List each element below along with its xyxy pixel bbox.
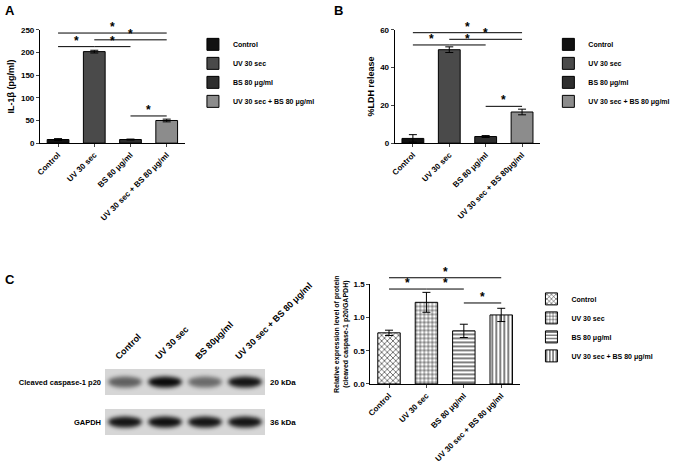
- svg-text:B: B: [334, 3, 343, 18]
- svg-text:Control: Control: [571, 296, 596, 303]
- svg-text:0.5: 0.5: [354, 347, 366, 356]
- svg-text:UV 30 sec: UV 30 sec: [420, 150, 453, 183]
- svg-text:BS 80 μg/ml: BS 80 μg/ml: [233, 79, 273, 87]
- svg-text:C: C: [5, 272, 15, 287]
- svg-text:BS 80 μg/ml: BS 80 μg/ml: [451, 151, 490, 190]
- svg-text:*: *: [443, 276, 448, 290]
- svg-text:UV 30 sec + BS 80 μg/ml: UV 30 sec + BS 80 μg/ml: [99, 151, 171, 223]
- svg-text:*: *: [128, 27, 133, 41]
- svg-text:GAPDH: GAPDH: [74, 418, 101, 427]
- svg-text:1.0: 1.0: [354, 313, 366, 322]
- svg-text:Control: Control: [367, 391, 393, 417]
- svg-text:0: 0: [30, 139, 35, 148]
- svg-text:*: *: [110, 34, 115, 48]
- svg-text:BS 80μg/ml: BS 80μg/ml: [193, 320, 235, 362]
- svg-text:*: *: [483, 26, 488, 40]
- svg-text:UV 30 sec: UV 30 sec: [233, 60, 266, 67]
- svg-text:36 kDa: 36 kDa: [270, 418, 296, 427]
- svg-text:0: 0: [385, 139, 390, 148]
- svg-text:60: 60: [380, 26, 389, 35]
- svg-text:UV 30 sec: UV 30 sec: [571, 315, 604, 322]
- svg-text:*: *: [443, 265, 448, 279]
- svg-text:BS 80 μg/ml: BS 80 μg/ml: [571, 334, 611, 342]
- svg-text:BS 80 μg/ml: BS 80 μg/ml: [588, 79, 628, 87]
- svg-text:Control: Control: [36, 151, 62, 177]
- svg-text:BS 80 μg/ml: BS 80 μg/ml: [429, 391, 468, 430]
- svg-text:%LDH release: %LDH release: [366, 56, 376, 116]
- svg-text:150: 150: [21, 71, 35, 80]
- svg-text:UV 30 sec + BS 80 μg/ml: UV 30 sec + BS 80 μg/ml: [233, 98, 314, 106]
- svg-text:100: 100: [21, 94, 35, 103]
- svg-text:40: 40: [380, 63, 389, 72]
- svg-text:UV 30 sec: UV 30 sec: [588, 60, 621, 67]
- svg-text:*: *: [501, 93, 506, 107]
- svg-text:20: 20: [380, 101, 389, 110]
- svg-text:*: *: [74, 34, 79, 48]
- svg-text:*: *: [465, 20, 470, 34]
- svg-text:1.5: 1.5: [354, 280, 366, 289]
- svg-text:20 kDa: 20 kDa: [270, 378, 296, 387]
- svg-text:UV 30 sec + BS 80μg/ml: UV 30 sec + BS 80μg/ml: [456, 151, 526, 221]
- svg-text:A: A: [5, 3, 15, 18]
- svg-text:200: 200: [21, 48, 35, 57]
- svg-text:Relative expression level of p: Relative expression level of protein(cle…: [333, 275, 350, 393]
- svg-text:*: *: [465, 32, 470, 46]
- svg-text:50: 50: [25, 116, 34, 125]
- svg-text:UV 30 sec + BS 80 μg/ml: UV 30 sec + BS 80 μg/ml: [233, 281, 314, 362]
- svg-text:*: *: [480, 290, 485, 304]
- svg-text:0.0: 0.0: [354, 380, 366, 389]
- svg-text:Control: Control: [233, 41, 258, 48]
- svg-text:*: *: [146, 103, 151, 117]
- svg-text:UV 30 sec + BS 80 μg/ml: UV 30 sec + BS 80 μg/ml: [588, 98, 669, 106]
- svg-text:UV 30 sec + BS 80 μg/ml: UV 30 sec + BS 80 μg/ml: [434, 391, 506, 463]
- svg-text:UV 30 sec: UV 30 sec: [65, 150, 98, 183]
- svg-text:UV 30 sec + BS 80 μg/ml: UV 30 sec + BS 80 μg/ml: [571, 353, 652, 361]
- svg-text:IL-1β (pg/ml): IL-1β (pg/ml): [6, 60, 16, 114]
- svg-text:BS 80 μg/ml: BS 80 μg/ml: [96, 151, 135, 190]
- svg-text:250: 250: [21, 26, 35, 35]
- svg-text:UV 30 sec: UV 30 sec: [153, 324, 190, 361]
- svg-text:*: *: [405, 276, 410, 290]
- svg-text:*: *: [429, 32, 434, 46]
- svg-text:Control: Control: [391, 151, 417, 177]
- svg-text:*: *: [110, 20, 115, 34]
- svg-text:Control: Control: [113, 332, 143, 362]
- svg-text:UV 30 sec: UV 30 sec: [398, 391, 431, 424]
- svg-text:Control: Control: [588, 41, 613, 48]
- svg-text:Cleaved caspase-1 p20: Cleaved caspase-1 p20: [19, 378, 101, 387]
